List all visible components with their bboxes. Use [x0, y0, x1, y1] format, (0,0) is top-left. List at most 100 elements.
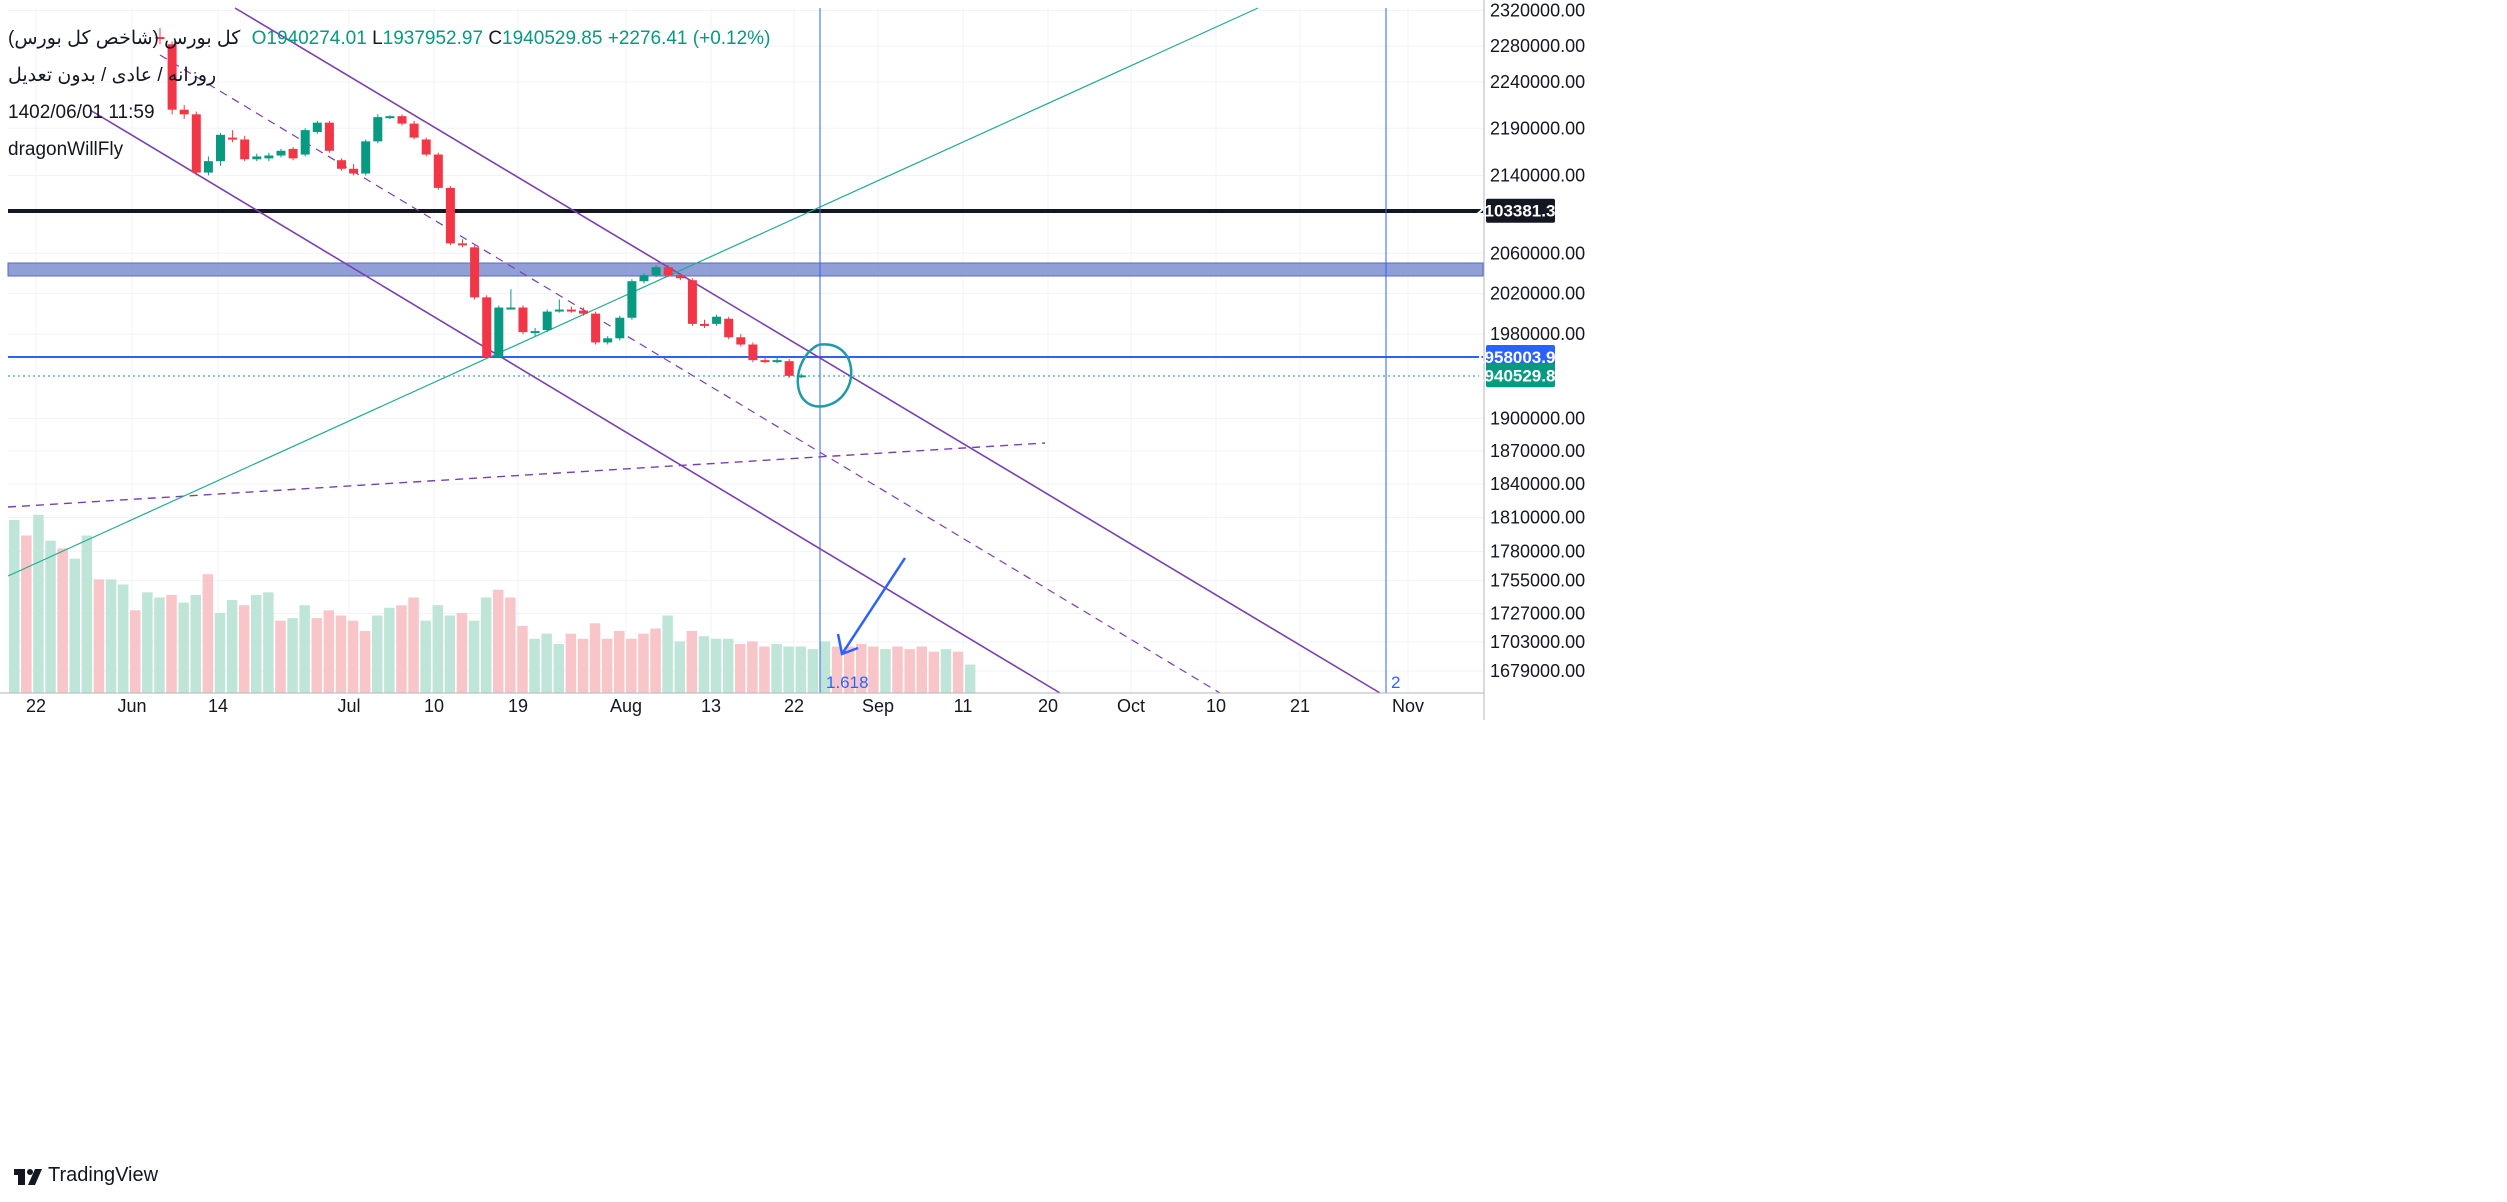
candle[interactable] — [433, 152, 443, 190]
price-tick-label: 1679000.00 — [1490, 661, 1585, 681]
candle[interactable] — [179, 105, 189, 119]
candle[interactable] — [494, 305, 504, 359]
highlight-circle[interactable] — [796, 343, 853, 408]
price-axis-tag[interactable] — [1486, 344, 1555, 369]
candle[interactable] — [445, 185, 455, 246]
candle[interactable] — [615, 315, 625, 341]
resistance-zone[interactable] — [7, 262, 1484, 277]
candle[interactable] — [276, 148, 286, 158]
candle-body — [288, 148, 298, 159]
candle[interactable] — [312, 120, 322, 134]
volume-bar — [710, 638, 722, 693]
candle[interactable] — [542, 309, 552, 333]
arrow-shaft[interactable] — [840, 557, 907, 655]
candle[interactable] — [700, 319, 709, 328]
candle[interactable] — [373, 114, 383, 144]
author-name[interactable]: dragonWillFly — [8, 139, 124, 160]
chart-axes[interactable]: 2320000.00 2280000.00 2240000.00 2190000.00… — [0, 0, 1585, 720]
candle[interactable] — [796, 373, 806, 379]
candle[interactable] — [252, 153, 262, 162]
candle[interactable] — [506, 289, 516, 310]
candle[interactable] — [216, 132, 225, 166]
candle[interactable] — [228, 130, 238, 143]
fib-level-label: 2 — [1391, 673, 1400, 692]
candle-body — [155, 37, 165, 40]
candle[interactable] — [591, 311, 601, 345]
candle[interactable] — [191, 111, 201, 176]
candle[interactable] — [518, 305, 528, 335]
candle[interactable] — [203, 156, 213, 176]
candle[interactable] — [603, 336, 613, 345]
candle[interactable] — [409, 120, 419, 140]
price-tick-label: 1727000.00 — [1490, 603, 1585, 623]
price-tick-label: 1703000.00 — [1490, 632, 1585, 652]
candle[interactable] — [361, 139, 371, 176]
volume-bar — [505, 597, 516, 693]
candle[interactable] — [458, 239, 467, 248]
candle[interactable] — [554, 299, 564, 313]
candle[interactable] — [385, 115, 395, 119]
candle[interactable] — [337, 158, 346, 171]
candle[interactable] — [482, 295, 492, 359]
candle[interactable] — [579, 307, 588, 316]
candle[interactable] — [300, 128, 310, 157]
drawing-tools[interactable]: 1.618 2 — [7, 7, 1484, 694]
candle[interactable] — [772, 356, 782, 364]
candle[interactable] — [530, 327, 540, 337]
dashed-trendline[interactable] — [7, 442, 1046, 508]
arrow-head[interactable] — [836, 633, 859, 656]
time-tick-label: Jul — [337, 696, 360, 716]
price-tick-label: 2320000.00 — [1490, 0, 1585, 20]
tradingview-logo[interactable]: TradingView — [14, 1164, 158, 1187]
candle[interactable] — [167, 41, 177, 115]
candle-body — [216, 134, 225, 162]
channel-mid-line[interactable] — [159, 54, 1221, 694]
candle[interactable] — [566, 306, 576, 313]
price-tick-label: 1840000.00 — [1490, 474, 1585, 494]
candle-body — [300, 130, 310, 155]
volume-bar — [69, 558, 80, 693]
candle[interactable] — [324, 120, 334, 153]
candle[interactable] — [264, 152, 274, 162]
candle[interactable] — [155, 28, 165, 45]
candle[interactable] — [288, 147, 298, 161]
channel-lower-line[interactable] — [89, 109, 1061, 694]
volume-bar — [323, 610, 335, 693]
candle[interactable] — [627, 279, 637, 320]
candle[interactable] — [760, 356, 770, 364]
candle[interactable] — [675, 273, 685, 281]
candle[interactable] — [397, 114, 407, 126]
candle[interactable] — [421, 137, 431, 157]
candle-body — [736, 337, 746, 345]
candle[interactable] — [639, 273, 649, 284]
candle-body — [530, 331, 540, 334]
candle[interactable] — [784, 359, 794, 378]
candle[interactable] — [240, 135, 250, 162]
volume-bar — [456, 612, 468, 693]
channel-upper-line[interactable] — [234, 7, 1381, 694]
candle[interactable] — [748, 342, 758, 363]
price-tick-label: 1810000.00 — [1490, 508, 1585, 528]
volume-bar — [226, 600, 238, 693]
candle[interactable] — [349, 164, 359, 176]
candle[interactable] — [724, 316, 734, 340]
close-value: 1940529.85 — [502, 28, 603, 49]
candle[interactable] — [651, 265, 661, 278]
volume-bar — [81, 535, 93, 693]
price-axis-tag[interactable] — [1486, 363, 1555, 388]
candle-body — [518, 307, 528, 333]
candle[interactable] — [470, 245, 480, 300]
candle[interactable] — [736, 334, 746, 347]
candle-body — [554, 309, 564, 312]
candle[interactable] — [687, 278, 697, 326]
candle-body — [482, 297, 492, 357]
candle[interactable] — [712, 314, 722, 326]
symbol-name[interactable]: کل بورس (شاخص کل بورس) — [8, 28, 241, 49]
candle-body — [796, 375, 806, 378]
volume-bar — [190, 594, 201, 693]
volume-bar — [299, 605, 310, 693]
candle[interactable] — [663, 265, 673, 278]
candlestick-series[interactable] — [155, 28, 806, 379]
price-axis-tag[interactable] — [1486, 198, 1555, 223]
